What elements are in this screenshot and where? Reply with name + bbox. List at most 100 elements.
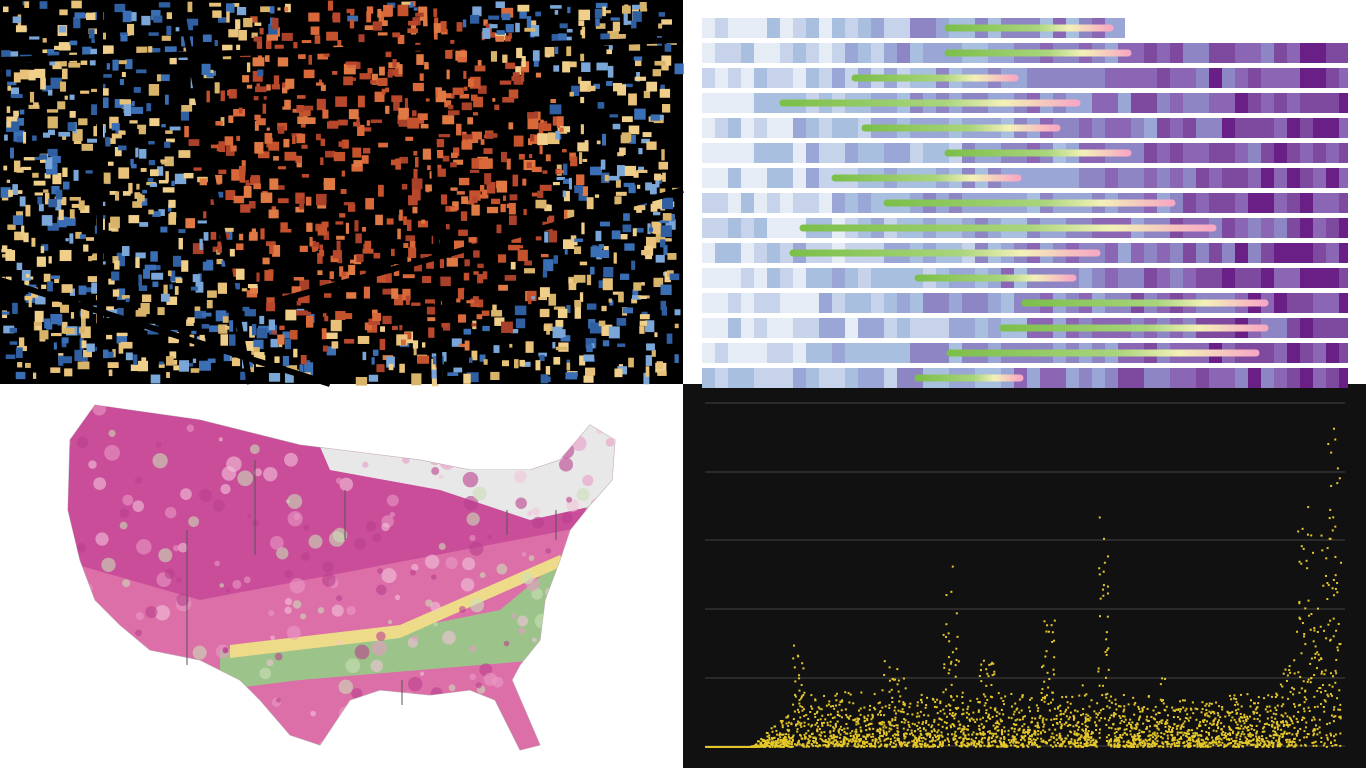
heat-cell: [767, 368, 780, 388]
block: [272, 330, 277, 335]
block: [641, 249, 651, 256]
point: [974, 720, 977, 723]
point: [1127, 739, 1130, 742]
point: [899, 743, 902, 746]
heat-cell: [871, 318, 884, 338]
point: [864, 724, 867, 727]
heat-cell: [1300, 118, 1313, 138]
heat-cell: [728, 343, 741, 363]
zone-speck: [263, 466, 278, 482]
point: [991, 696, 994, 699]
block: [283, 138, 290, 148]
point: [1246, 729, 1249, 732]
block: [4, 134, 8, 141]
block: [58, 131, 71, 137]
block: [192, 358, 197, 364]
point: [954, 730, 957, 733]
point: [1321, 684, 1324, 687]
block: [540, 253, 549, 258]
block: [628, 184, 636, 194]
heat-cell: [780, 193, 793, 213]
point: [1270, 740, 1273, 743]
point: [1082, 708, 1085, 711]
heat-cell: [1300, 168, 1313, 188]
point: [1336, 646, 1339, 649]
block: [458, 229, 468, 236]
point: [1258, 720, 1261, 723]
zone-speck: [472, 486, 487, 501]
block: [431, 374, 439, 387]
block: [459, 93, 470, 99]
point: [902, 727, 905, 730]
block: [282, 106, 291, 110]
heat-cell: [1300, 43, 1313, 63]
point: [1335, 629, 1338, 632]
block: [59, 81, 67, 92]
point: [964, 734, 967, 737]
point: [1285, 679, 1288, 682]
point: [1125, 744, 1128, 747]
block: [277, 334, 285, 345]
point: [1187, 719, 1190, 722]
block: [391, 325, 398, 331]
point: [879, 714, 882, 717]
block: [292, 135, 296, 145]
point: [824, 735, 827, 738]
point: [1317, 653, 1320, 656]
block: [64, 217, 76, 226]
point: [1276, 694, 1279, 697]
heat-cell: [1339, 168, 1348, 188]
point: [1200, 738, 1203, 741]
point: [1327, 695, 1330, 698]
zone-speck: [322, 561, 334, 573]
block: [666, 333, 673, 344]
block: [530, 20, 537, 29]
point: [782, 733, 785, 736]
point: [1252, 743, 1255, 746]
point: [798, 677, 801, 680]
point: [1124, 718, 1127, 721]
point: [1282, 720, 1285, 723]
heat-cell: [754, 68, 767, 88]
block: [252, 57, 265, 67]
point: [933, 720, 936, 723]
zone-speck: [249, 444, 260, 455]
point: [1200, 742, 1203, 745]
zone-speck: [154, 605, 171, 621]
heat-cell: [1027, 368, 1040, 388]
block: [166, 138, 175, 143]
point: [1037, 729, 1040, 732]
point: [928, 740, 931, 743]
block: [440, 194, 448, 205]
zone-speck: [425, 599, 433, 607]
block: [521, 361, 531, 367]
point: [1131, 721, 1134, 724]
block: [511, 235, 522, 243]
point: [909, 733, 912, 736]
block: [119, 32, 128, 36]
point: [893, 733, 896, 736]
heat-cell: [741, 143, 754, 163]
point: [849, 738, 852, 741]
block: [552, 326, 563, 339]
block: [5, 276, 12, 283]
block: [567, 6, 571, 14]
block: [222, 316, 229, 323]
point: [1210, 736, 1213, 739]
point: [1030, 739, 1033, 742]
point: [1148, 738, 1151, 741]
block: [164, 156, 174, 167]
point: [1240, 724, 1243, 727]
block: [378, 20, 388, 27]
heat-cell: [1196, 268, 1209, 288]
block: [69, 40, 78, 46]
point: [1274, 695, 1277, 698]
point: [859, 707, 862, 710]
point: [972, 742, 975, 745]
point: [1048, 709, 1051, 712]
block: [494, 317, 505, 326]
block: [638, 147, 643, 155]
point: [939, 702, 942, 705]
zone-speck: [275, 697, 281, 703]
block: [315, 82, 324, 86]
